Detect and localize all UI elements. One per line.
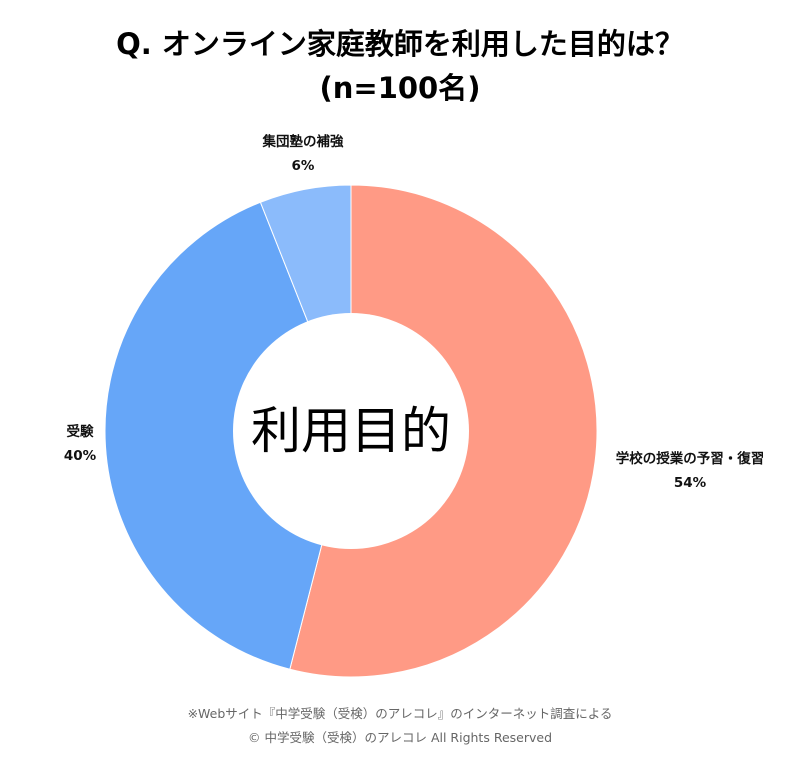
slice-value-2: 6% [292, 158, 315, 174]
slice-label-1: 受験 [67, 423, 94, 440]
chart-title: Q. オンライン家庭教師を利用した目的は？ (n=100名) [0, 22, 800, 110]
donut-center-label: 利用目的 [251, 402, 451, 460]
donut-hole [233, 313, 469, 549]
slice-1 [104, 201, 352, 670]
chart-title-line1: Q. オンライン家庭教師を利用した目的は？ [116, 27, 684, 61]
slice-value-0: 54% [674, 475, 707, 491]
slice-label-0: 学校の授業の予習・復習 [616, 450, 765, 467]
chart-title-line2: (n=100名) [319, 71, 481, 105]
slice-labels: 学校の授業の予習・復習 54% 受験 40% 集団塾の補強 6% [64, 133, 764, 491]
copyright-note: © 中学受験（受検）のアレコレ All Rights Reserved [248, 730, 552, 745]
slice-value-1: 40% [64, 448, 97, 464]
slice-label-2: 集団塾の補強 [262, 133, 344, 150]
source-note: ※Webサイト『中学受験（受検）のアレコレ』のインターネット調査による [187, 706, 613, 721]
